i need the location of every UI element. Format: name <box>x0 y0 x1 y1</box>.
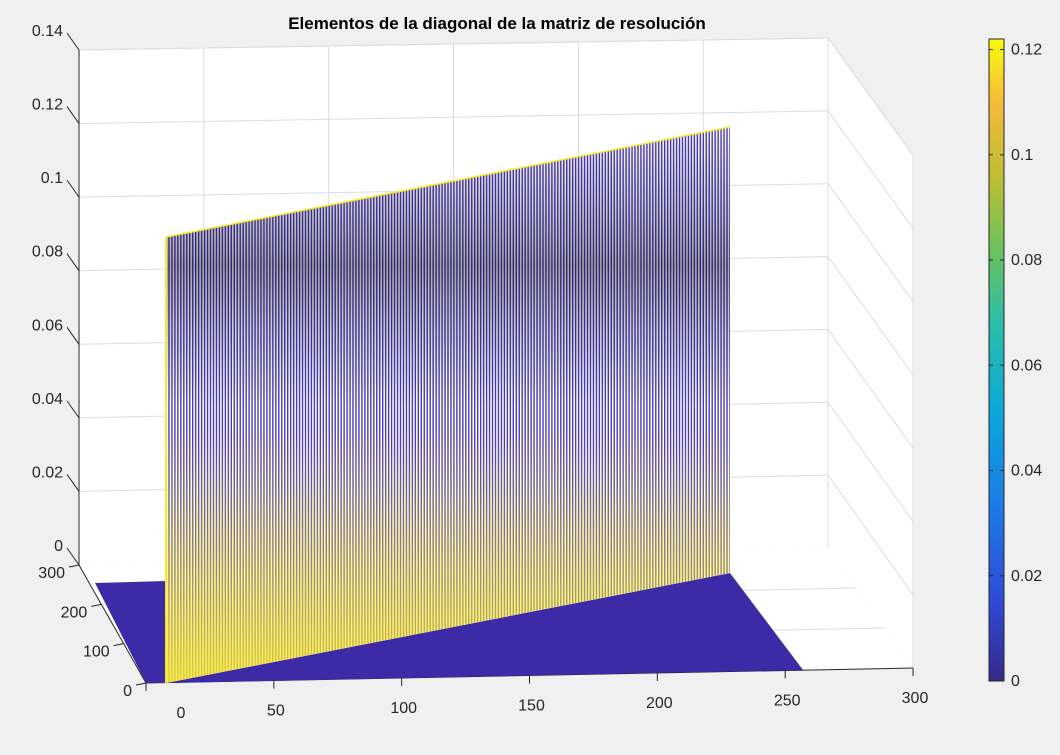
colorbar-gradient <box>988 38 1005 682</box>
z-tick-label: 0.12 <box>32 97 63 114</box>
box-top-back-edge <box>78 37 829 51</box>
z-tick-label: 0.04 <box>32 391 63 408</box>
z-tick-label: 0.1 <box>41 170 63 187</box>
z-tick-label: 0.02 <box>32 464 63 481</box>
y-tick-label: 300 <box>38 565 65 582</box>
x-tick-label: 100 <box>390 700 417 717</box>
z-gridline-side <box>827 183 914 302</box>
x-tick-label: 0 <box>177 705 186 722</box>
x-tick-label: 250 <box>774 693 801 710</box>
y-tick-label: 0 <box>123 683 132 700</box>
x-tick-label: 50 <box>267 703 285 720</box>
z-tick-mark <box>66 400 80 419</box>
z-tick-mark <box>66 547 80 566</box>
axes-right-wall <box>828 38 913 668</box>
z-tick-mark <box>66 326 80 345</box>
surface-base-floor <box>166 573 803 683</box>
z-tick-label: 0 <box>54 538 63 555</box>
z-axis-tick-labels: 0 0.02 0.04 0.06 0.08 0.1 0.12 0.14 <box>32 23 63 555</box>
z-tick-label: 0.08 <box>32 244 63 261</box>
colorbar-tick-label: 0.08 <box>1011 252 1042 269</box>
y-tick-mark <box>91 603 102 607</box>
surface-diagonal-wall <box>165 126 731 683</box>
z-tick-mark <box>66 179 80 198</box>
y-tick-label: 200 <box>61 604 88 621</box>
z-tick-mark <box>66 253 80 272</box>
colorbar[interactable]: 0 0.02 0.04 0.06 0.08 0.1 0.12 <box>988 38 1042 690</box>
z-gridline-side <box>827 329 914 449</box>
z-tick-mark <box>66 32 80 51</box>
y-axis-line <box>78 564 147 684</box>
z-tick-mark <box>66 106 80 124</box>
y-axis-tick-labels: 0 100 200 300 <box>38 565 132 700</box>
z-gridline-side <box>827 110 914 229</box>
z-tick-label: 0.06 <box>32 317 63 334</box>
colorbar-tick-label: 0.06 <box>1011 357 1042 374</box>
colorbar-tick-labels: 0 0.02 0.04 0.06 0.08 0.1 0.12 <box>989 42 1042 690</box>
x-tick-label: 200 <box>646 695 673 712</box>
surface-base-left <box>95 581 166 683</box>
z-gridline-side <box>827 256 914 376</box>
z-gridline-side <box>827 401 914 522</box>
x-axis-tick-labels: 0 50 100 150 200 250 300 <box>177 690 929 722</box>
z-tick-label: 0.14 <box>32 23 63 40</box>
y-tick-mark <box>135 682 147 686</box>
colorbar-tick-label: 0.1 <box>1011 147 1033 164</box>
chart-title: Elementos de la diagonal de la matriz de… <box>288 14 706 33</box>
z-tick-mark <box>66 474 80 492</box>
colorbar-tick-label: 0.04 <box>1011 463 1042 480</box>
box-top-side-edge <box>827 37 914 156</box>
colorbar-tick-label: 0.02 <box>1011 568 1042 585</box>
y-tick-mark <box>113 643 124 647</box>
x-tick-label: 150 <box>518 698 545 715</box>
y-tick-label: 100 <box>83 644 110 661</box>
colorbar-tick-label: 0 <box>1011 673 1020 690</box>
x-tick-label: 300 <box>902 690 929 707</box>
y-tick-mark <box>68 564 80 568</box>
colorbar-tick-label: 0.12 <box>1011 42 1042 59</box>
z-gridline-side <box>827 474 914 596</box>
